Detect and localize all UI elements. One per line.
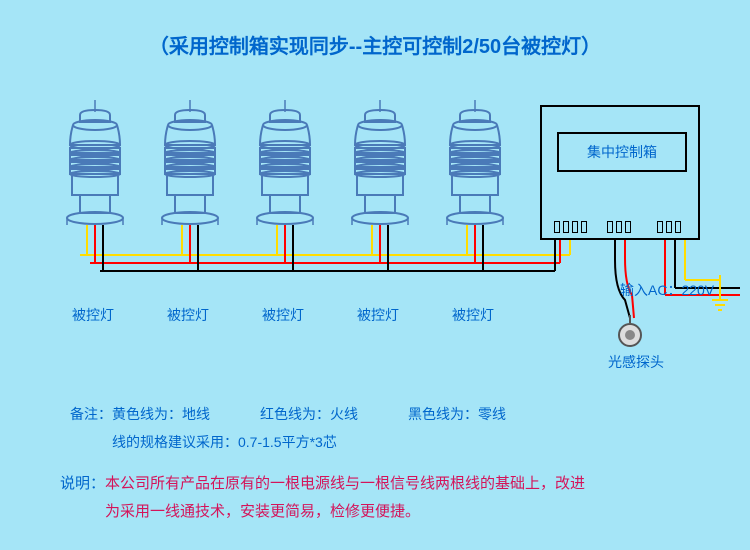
aviation-light-2 [155, 100, 225, 230]
terminal-group-left [554, 221, 587, 233]
aviation-light-4 [345, 100, 415, 230]
note-red: 红色线为：火线 [260, 400, 358, 428]
aviation-light-5 [440, 100, 510, 230]
light-label-1: 被控灯 [72, 305, 114, 325]
remark-label: 备注： [70, 406, 112, 422]
light-label-2: 被控灯 [167, 305, 209, 325]
wire-notes: 备注：黄色线为：地线 红色线为：火线 黑色线为：零线 线的规格建议采用：0.7-… [70, 400, 506, 456]
terminal-group-right [657, 221, 681, 233]
note-spec: 线的规格建议采用：0.7-1.5平方*3芯 [70, 428, 506, 456]
note-black: 黑色线为：零线 [408, 400, 506, 428]
control-box-label: 集中控制箱 [557, 132, 687, 172]
light-label-4: 被控灯 [357, 305, 399, 325]
note-yellow: 黄色线为：地线 [112, 406, 210, 422]
input-label: 输入AC：220V [620, 280, 714, 300]
page-title: （采用控制箱实现同步--主控可控制2/50台被控灯） [0, 0, 750, 59]
description: 说明：本公司所有产品在原有的一根电源线与一根信号线两根线的基础上，改进 为采用一… [60, 470, 585, 526]
light-label-5: 被控灯 [452, 305, 494, 325]
sensor-label: 光感探头 [608, 352, 664, 372]
terminal-group-mid [607, 221, 631, 233]
aviation-light-3 [250, 100, 320, 230]
desc-label: 说明： [60, 475, 105, 492]
control-box: 集中控制箱 [540, 105, 700, 240]
desc-line1: 本公司所有产品在原有的一根电源线与一根信号线两根线的基础上，改进 [105, 475, 585, 492]
light-sensor [615, 315, 645, 355]
wiring-diagram: 集中控制箱 [0, 90, 750, 340]
aviation-light-1 [60, 100, 130, 230]
desc-line2: 为采用一线通技术，安装更简易，检修更便捷。 [105, 503, 420, 520]
light-label-3: 被控灯 [262, 305, 304, 325]
